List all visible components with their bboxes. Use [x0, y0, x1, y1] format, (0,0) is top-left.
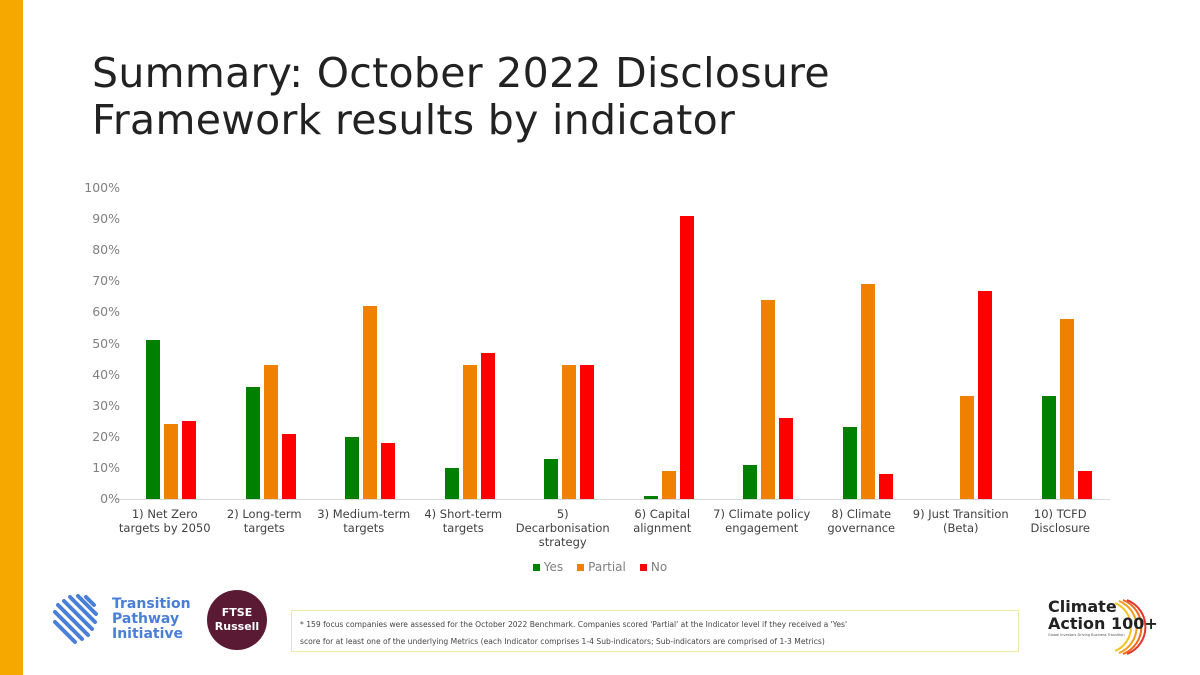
legend-item-yes: Yes [532, 560, 564, 574]
bar-partial [562, 365, 576, 499]
bar-yes [146, 340, 160, 499]
ca-line-1: Climate [1048, 597, 1117, 616]
tpi-line-1: Transition [112, 596, 191, 612]
bar-no [1077, 471, 1092, 499]
y-tick-label: 20% [92, 428, 120, 444]
title-line-2: Framework results by indicator [92, 96, 736, 144]
bar-partial [462, 365, 477, 499]
bar-no [381, 443, 395, 499]
legend-label: No [650, 560, 668, 574]
y-tick-label: 60% [92, 304, 120, 320]
climate-action-arcs-icon [1114, 599, 1147, 655]
y-tick-label: 70% [92, 273, 120, 289]
legend-swatch-icon [532, 563, 540, 571]
climate-action-logo-text: Climate Action 100+ [1048, 598, 1158, 632]
bar-partial [164, 424, 178, 499]
bar-yes [643, 495, 658, 499]
legend-label: Partial [588, 560, 626, 574]
bar-partial [860, 284, 875, 499]
title-line-1: Summary: October 2022 Disclosure [92, 49, 830, 97]
bar-yes [842, 427, 857, 499]
footnote-line-1: * 159 focus companies were assessed for … [300, 620, 848, 629]
category-label: 10) TCFD Disclosure [1030, 507, 1090, 535]
slide-title: Summary: October 2022 Disclosure Framewo… [92, 50, 992, 144]
bar-partial [1059, 318, 1074, 499]
category-label: 1) Net Zero targets by 2050 [118, 507, 211, 535]
bar-partial [661, 471, 676, 499]
bar-partial [263, 365, 278, 499]
x-axis-line [115, 499, 1110, 500]
category-label: 6) Capital alignment [633, 507, 692, 535]
y-tick-label: 100% [84, 180, 120, 195]
category-label: 7) Climate policy engagement [713, 507, 811, 535]
bar-no [679, 215, 694, 499]
category-label: 3) Medium-term targets [317, 507, 411, 535]
climate-action-tagline: Global Investors Driving Business Transi… [1048, 633, 1125, 637]
bar-yes [544, 458, 558, 499]
category-label: 9) Just Transition (Beta) [912, 507, 1009, 535]
y-tick-label: 0% [100, 491, 120, 506]
ca-line-2: Action 100+ [1048, 614, 1158, 633]
chart-legend: Yes Partial No [0, 560, 1200, 574]
y-tick-label: 80% [92, 242, 120, 258]
tpi-stripes-icon [53, 594, 98, 644]
y-tick-label: 50% [92, 335, 120, 351]
category-label: 4) Short-term targets [424, 507, 503, 535]
y-tick-label: 90% [92, 211, 120, 227]
category-label: 2) Long-term targets [226, 507, 302, 535]
ftse-line-1: FTSE [221, 606, 253, 619]
ftse-line-2: Russell [214, 620, 260, 633]
bar-no [878, 474, 893, 499]
bar-yes [444, 467, 459, 499]
bar-yes [743, 464, 757, 499]
y-tick-label: 30% [92, 397, 120, 413]
y-tick-label: 40% [92, 366, 120, 382]
legend-item-no: No [639, 560, 668, 574]
accent-bar [0, 0, 23, 675]
bar-yes [345, 436, 359, 499]
tpi-line-3: Initiative [112, 626, 184, 642]
bar-yes [245, 387, 260, 499]
bar-yes [1041, 396, 1056, 499]
bar-no [779, 418, 793, 499]
ftse-russell-logo: FTSE Russell [207, 590, 267, 650]
y-tick-label: 10% [92, 459, 120, 475]
bar-no [480, 352, 495, 499]
footnote-line-2: score for at least one of the underlying… [300, 637, 825, 646]
bar-partial [960, 396, 974, 499]
legend-label: Yes [543, 560, 564, 574]
bar-no [580, 365, 594, 499]
bar-no [978, 290, 992, 499]
tpi-logo-text: Transition Pathway Initiative [112, 597, 191, 642]
footnote-box: * 159 focus companies were assessed for … [291, 610, 1019, 652]
tpi-line-2: Pathway [112, 611, 180, 627]
bar-partial [761, 299, 775, 499]
legend-item-partial: Partial [577, 560, 626, 574]
bar-partial [363, 306, 377, 499]
category-label: 8) Climate governance [827, 507, 896, 535]
category-label: 5) Decarbonisation strategy [515, 507, 610, 549]
bar-no [182, 421, 196, 499]
bar-no [281, 433, 296, 499]
legend-swatch-icon [639, 563, 647, 571]
legend-swatch-icon [577, 563, 585, 571]
